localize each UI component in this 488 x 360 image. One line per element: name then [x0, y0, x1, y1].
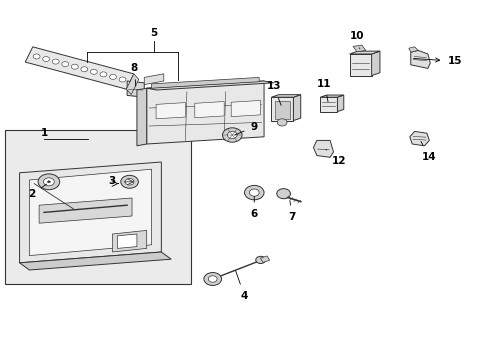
Circle shape: [277, 119, 286, 126]
Polygon shape: [410, 50, 429, 68]
Polygon shape: [126, 74, 139, 95]
Polygon shape: [293, 95, 300, 121]
Polygon shape: [20, 162, 161, 263]
Circle shape: [33, 54, 40, 59]
Polygon shape: [194, 102, 224, 118]
Polygon shape: [271, 95, 300, 97]
Circle shape: [119, 77, 126, 82]
Polygon shape: [409, 131, 428, 146]
Circle shape: [52, 59, 59, 64]
Polygon shape: [156, 103, 185, 119]
Polygon shape: [320, 97, 337, 112]
Text: 6: 6: [250, 197, 257, 219]
Text: 14: 14: [420, 141, 436, 162]
Circle shape: [249, 189, 259, 196]
Text: 1: 1: [41, 128, 47, 138]
Circle shape: [61, 62, 68, 67]
Polygon shape: [313, 140, 333, 157]
Polygon shape: [112, 230, 146, 252]
Circle shape: [81, 67, 87, 72]
Polygon shape: [349, 54, 371, 76]
Text: 2: 2: [28, 184, 46, 199]
Circle shape: [227, 131, 237, 139]
Circle shape: [208, 276, 217, 282]
Text: 5: 5: [150, 28, 157, 38]
Circle shape: [90, 69, 97, 75]
Polygon shape: [231, 100, 260, 117]
Text: 11: 11: [316, 78, 331, 102]
Circle shape: [255, 256, 265, 264]
Circle shape: [125, 179, 134, 185]
Circle shape: [203, 273, 221, 285]
Circle shape: [244, 185, 264, 200]
Text: 10: 10: [349, 31, 364, 49]
Text: 7: 7: [288, 201, 296, 222]
Polygon shape: [137, 88, 146, 146]
Polygon shape: [352, 45, 365, 52]
Text: 13: 13: [266, 81, 281, 105]
Bar: [5, 130, 190, 284]
Circle shape: [38, 174, 60, 190]
Circle shape: [276, 189, 290, 199]
Text: 15: 15: [413, 56, 461, 66]
Polygon shape: [117, 234, 137, 248]
Text: 12: 12: [325, 149, 346, 166]
Text: 8: 8: [131, 63, 138, 86]
Polygon shape: [151, 77, 259, 88]
Circle shape: [43, 178, 54, 186]
Circle shape: [100, 72, 107, 77]
Polygon shape: [25, 47, 134, 89]
Text: 4: 4: [235, 271, 248, 301]
Circle shape: [109, 75, 116, 80]
Circle shape: [121, 175, 138, 188]
Polygon shape: [274, 101, 289, 119]
Text: 9: 9: [234, 122, 257, 135]
Polygon shape: [144, 74, 163, 85]
Circle shape: [222, 128, 242, 142]
Circle shape: [71, 64, 78, 69]
Polygon shape: [408, 47, 417, 52]
Polygon shape: [146, 81, 264, 144]
Polygon shape: [39, 198, 132, 223]
Polygon shape: [271, 97, 293, 121]
Bar: [260, 256, 269, 262]
Polygon shape: [20, 252, 171, 270]
Circle shape: [42, 57, 49, 62]
Polygon shape: [320, 95, 343, 97]
Polygon shape: [371, 51, 379, 76]
Polygon shape: [349, 51, 379, 54]
Polygon shape: [337, 95, 343, 112]
Polygon shape: [29, 169, 151, 256]
Circle shape: [47, 181, 50, 183]
Text: 3: 3: [108, 176, 115, 186]
Polygon shape: [127, 81, 144, 97]
Polygon shape: [146, 81, 273, 90]
